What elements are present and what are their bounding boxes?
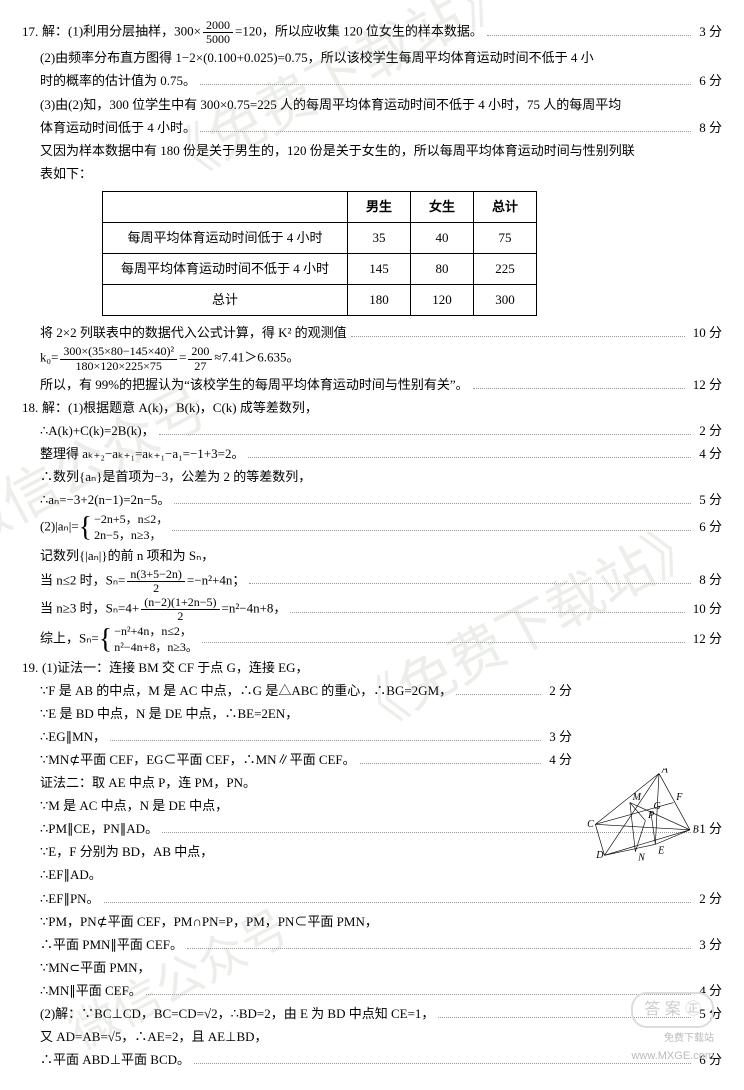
cell: 145 [348,254,411,285]
q19-line14: ∵MN⊂平面 PMN， [22,957,722,979]
cell: 300 [474,285,537,316]
svg-text:C: C [587,819,594,830]
q18-line8: 当 n≤2 时，Sₙ=n(3+5−2n)2=−n²+4n； 8 分 [22,568,722,595]
q19-line15: ∴MN∥平面 CEF。4 分 [22,980,722,1002]
q17-line3a: (3)由(2)知，300 位学生中有 300×0.75=225 人的每周平均体育… [22,94,722,116]
table-header-row: 男生 女生 总计 [103,191,537,222]
cell: 40 [411,223,474,254]
q19-line12: ∵PM，PN⊄平面 CEF，PM∩PN=P，PM，PN⊂平面 PMN， [22,911,722,933]
q19-line1: 19.(1)证法一：连接 BM 交 CF 于点 G，连接 EG， [22,657,722,679]
q17-number: 17. [22,21,42,43]
table-row: 每周平均体育运动时间不低于 4 小时 145 80 225 [103,254,537,285]
q17-line2b: 时的概率的估计值为 0.75。6 分 [22,70,722,92]
cell: 225 [474,254,537,285]
cell: 每周平均体育运动时间低于 4 小时 [103,223,348,254]
svg-text:N: N [637,853,646,864]
cell: 总计 [103,285,348,316]
svg-text:P: P [647,810,654,821]
table-h2: 女生 [411,191,474,222]
q19-line16: (2)解：∵BC⊥CD，BC=CD=√2，∴BD=2，由 E 为 BD 中点知 … [22,1003,722,1025]
q17-line6: 所以，有 99%的把握认为“该校学生的每周平均体育运动时间与性别有关”。12 分 [22,374,722,396]
svg-text:D: D [595,850,604,861]
q19-line11: ∴EF∥PN。2 分 [22,888,722,910]
cell: 180 [348,285,411,316]
q19-line18: ∴平面 ABD⊥平面 BCD。6 分 [22,1049,722,1071]
q18-line2: ∴A(k)+C(k)=2B(k)，2 分 [22,420,722,442]
q17-line2a: (2)由频率分布直方图得 1−2×(0.100+0.025)=0.75，所以该校… [22,47,722,69]
svg-text:B: B [693,825,699,836]
table-row: 每周平均体育运动时间低于 4 小时 35 40 75 [103,223,537,254]
q18-line9: 当 n≥3 时，Sₙ=4+(n−2)(1+2n−5)2=n²−4n+8， 10 … [22,596,722,623]
svg-text:A: A [661,768,669,776]
contingency-table: 男生 女生 总计 每周平均体育运动时间低于 4 小时 35 40 75 每周平均… [102,191,537,316]
q18-line7: 记数列{|aₙ|}的前 n 项和为 Sₙ， [22,545,722,567]
q18-line4: ∴数列{aₙ}是首项为−3，公差为 2 的等差数列， [22,466,722,488]
q17-line3b: 体育运动时间低于 4 小时。8 分 [22,117,722,139]
q17-line5: k₀=300×(35×80−145×40)²180×120×225×75=200… [22,345,722,372]
q19-line3: ∵E 是 BD 中点，N 是 DE 中点，∴BE=2EN， [22,703,722,725]
cell: 每周平均体育运动时间不低于 4 小时 [103,254,348,285]
q17-l1-intro: 解：(1)利用分层抽样， [42,24,174,39]
table-row: 总计 180 120 300 [103,285,537,316]
q18-line10: 综上，Sₙ={−n²+4n，n≤2，n²−4n+8，n≥3。 12 分 [22,624,722,655]
geometry-diagram: A M G F C P B D NE [574,768,704,868]
q17-l1-expr: 300× [174,24,201,39]
svg-text:M: M [632,792,642,803]
q17-l1-after: =120，所以应收集 120 位女生的样本数据。 [235,24,483,39]
table-h3: 总计 [474,191,537,222]
svg-text:F: F [675,792,683,803]
cell: 120 [411,285,474,316]
cell: 80 [411,254,474,285]
table-h1: 男生 [348,191,411,222]
q17-line1: 17.解：(1)利用分层抽样，300×20005000=120，所以应收集 12… [22,19,722,46]
q19-line17: 又 AD=AB=√5，∴AE=2，且 AE⊥BD， [22,1026,722,1048]
q18-line6: (2)|aₙ|={−2n+5，n≤2，2n−5，n≥3， 6 分 [22,512,722,543]
q17-line3d: 表如下： [22,163,722,185]
table-h0 [103,191,348,222]
q19-line13: ∴平面 PMN∥平面 CEF。3 分 [22,934,722,956]
q17-line3c: 又因为样本数据中有 180 份是关于男生的，120 份是关于女生的，所以每周平均… [22,140,722,162]
q18-line5: ∴aₙ=−3+2(n−1)=2n−5。5 分 [22,489,722,511]
q18-line1: 18.解：(1)根据题意 A(k)，B(k)，C(k) 成等差数列， [22,397,722,419]
cell: 35 [348,223,411,254]
svg-text:G: G [654,801,661,812]
q18-line3: 整理得 aₖ₊₂−aₖ₊₁=aₖ₊₁−a₁=−1+3=2。4 分 [22,443,722,465]
svg-text:E: E [657,845,664,856]
cell: 75 [474,223,537,254]
q17-l1-frac: 20005000 [203,19,233,46]
site-badge: 答 案 ㊣ 免费下载站 www.MXGE.com [631,992,714,1065]
q17-line4: 将 2×2 列联表中的数据代入公式计算，得 K² 的观测值10 分 [22,322,722,344]
q19-line2: ∵F 是 AB 的中点，M 是 AC 中点，∴G 是△ABC 的重心，∴BG=2… [22,680,722,702]
q19-line4: ∴EG∥MN，3 分 [22,726,722,748]
q17-l1-pts: 3 分 [695,21,722,43]
